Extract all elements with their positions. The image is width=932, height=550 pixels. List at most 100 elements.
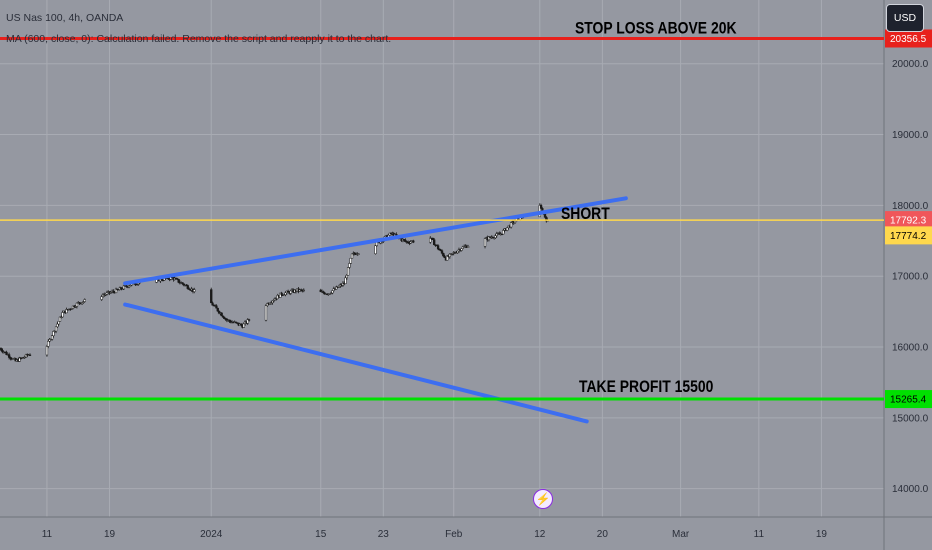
candle-body [451,253,454,255]
candle-body [101,294,105,297]
candle-body [225,318,229,321]
candle-body [433,239,436,246]
time-axis-label: 11 [754,529,765,540]
candle-body [74,306,77,308]
candle-body [246,319,249,324]
candle-body [436,245,440,250]
candle-body [266,303,269,306]
candle-body [48,339,51,342]
candle-body [120,287,123,290]
candle-body [404,239,407,242]
candle-body [78,302,81,304]
candle-body [493,237,496,239]
candle-body [284,292,287,296]
candle-body [483,238,487,247]
candle-body [125,285,128,287]
candle-body [181,282,184,285]
candle-body [82,301,85,303]
candle-body [323,292,326,295]
candle-body [127,285,131,288]
candle-body [345,275,348,279]
short-annotation: SHORT [561,205,610,224]
indicator-error-text: MA (600, close, 0): Calculation failed. … [6,33,392,45]
candle-body [216,307,219,312]
candle-body [129,284,132,287]
candle-body [431,237,435,240]
candle-body [122,285,126,290]
candle-body [302,289,305,292]
candle-body [52,330,55,337]
time-axis-label: 20 [597,529,609,540]
marker-price-tag [885,226,932,245]
time-axis-label: 19 [816,529,828,540]
candle-body [543,213,547,218]
candle-body [461,246,465,250]
stop-loss-price-label: 20356.5 [890,34,927,45]
candle-body [357,253,360,255]
price-axis-label: 19000.0 [892,130,929,141]
candle-body [193,289,196,292]
candle-body [49,338,52,341]
candle-body [56,323,59,328]
candle-body [487,236,491,241]
candle-body [412,240,415,243]
candle-body [264,305,268,321]
time-axis-label: 23 [378,529,390,540]
price-axis-label: 18000.0 [892,201,929,212]
price-axis-label: 15000.0 [892,413,929,424]
lightning-bolt-icon[interactable]: ⚡ [533,489,553,509]
candle-body [9,357,12,359]
candle-body [539,205,543,209]
candle-body [234,321,238,324]
candle-body [319,289,322,293]
price-axis-label: 17000.0 [892,272,929,283]
candle-body [228,319,231,322]
marker-price-label: 17774.2 [890,231,927,242]
candle-body [186,285,189,289]
candle-body [105,292,109,295]
candle-body [330,292,333,295]
candle-body [502,230,505,235]
candle-body [346,267,350,276]
candle-body [280,292,283,296]
candle-body [1,350,4,353]
candle-body [70,308,73,310]
candle-body [247,319,251,321]
candle-body [65,309,68,314]
time-axis-label: 19 [104,529,116,540]
candle-body [439,249,442,252]
time-axis-label: 12 [534,529,546,540]
candle-body [443,255,446,258]
take-profit-price-tag [885,390,932,409]
candle-body [71,305,75,309]
take-profit-annotation: TAKE PROFIT 15500 [579,378,713,397]
candle-body [5,351,8,355]
candle-body [176,278,179,280]
candle-body [495,233,498,236]
candle-body [104,294,107,296]
candle-body [440,250,444,254]
candle-body [223,316,226,319]
price-axis-label: 14000.0 [892,484,929,495]
candle-body [83,299,86,302]
candle-body [121,288,124,291]
candle-body [240,323,243,326]
candle-body [494,235,497,239]
candle-body [446,255,449,261]
candle-body [117,289,120,291]
time-axis-label: Feb [445,529,463,540]
candle-body [344,277,347,284]
candle-body [442,252,445,257]
candle-body [374,245,377,255]
candle-body [272,299,275,302]
candle-body [58,316,62,322]
upper-trendline [123,196,628,286]
candle-body [349,257,352,264]
candle-body [335,286,338,290]
time-axis-label: 2024 [200,529,223,540]
currency-button[interactable]: USD [886,4,924,32]
candle-body [279,292,282,298]
candle-body [271,300,274,304]
candle-body [187,288,191,290]
